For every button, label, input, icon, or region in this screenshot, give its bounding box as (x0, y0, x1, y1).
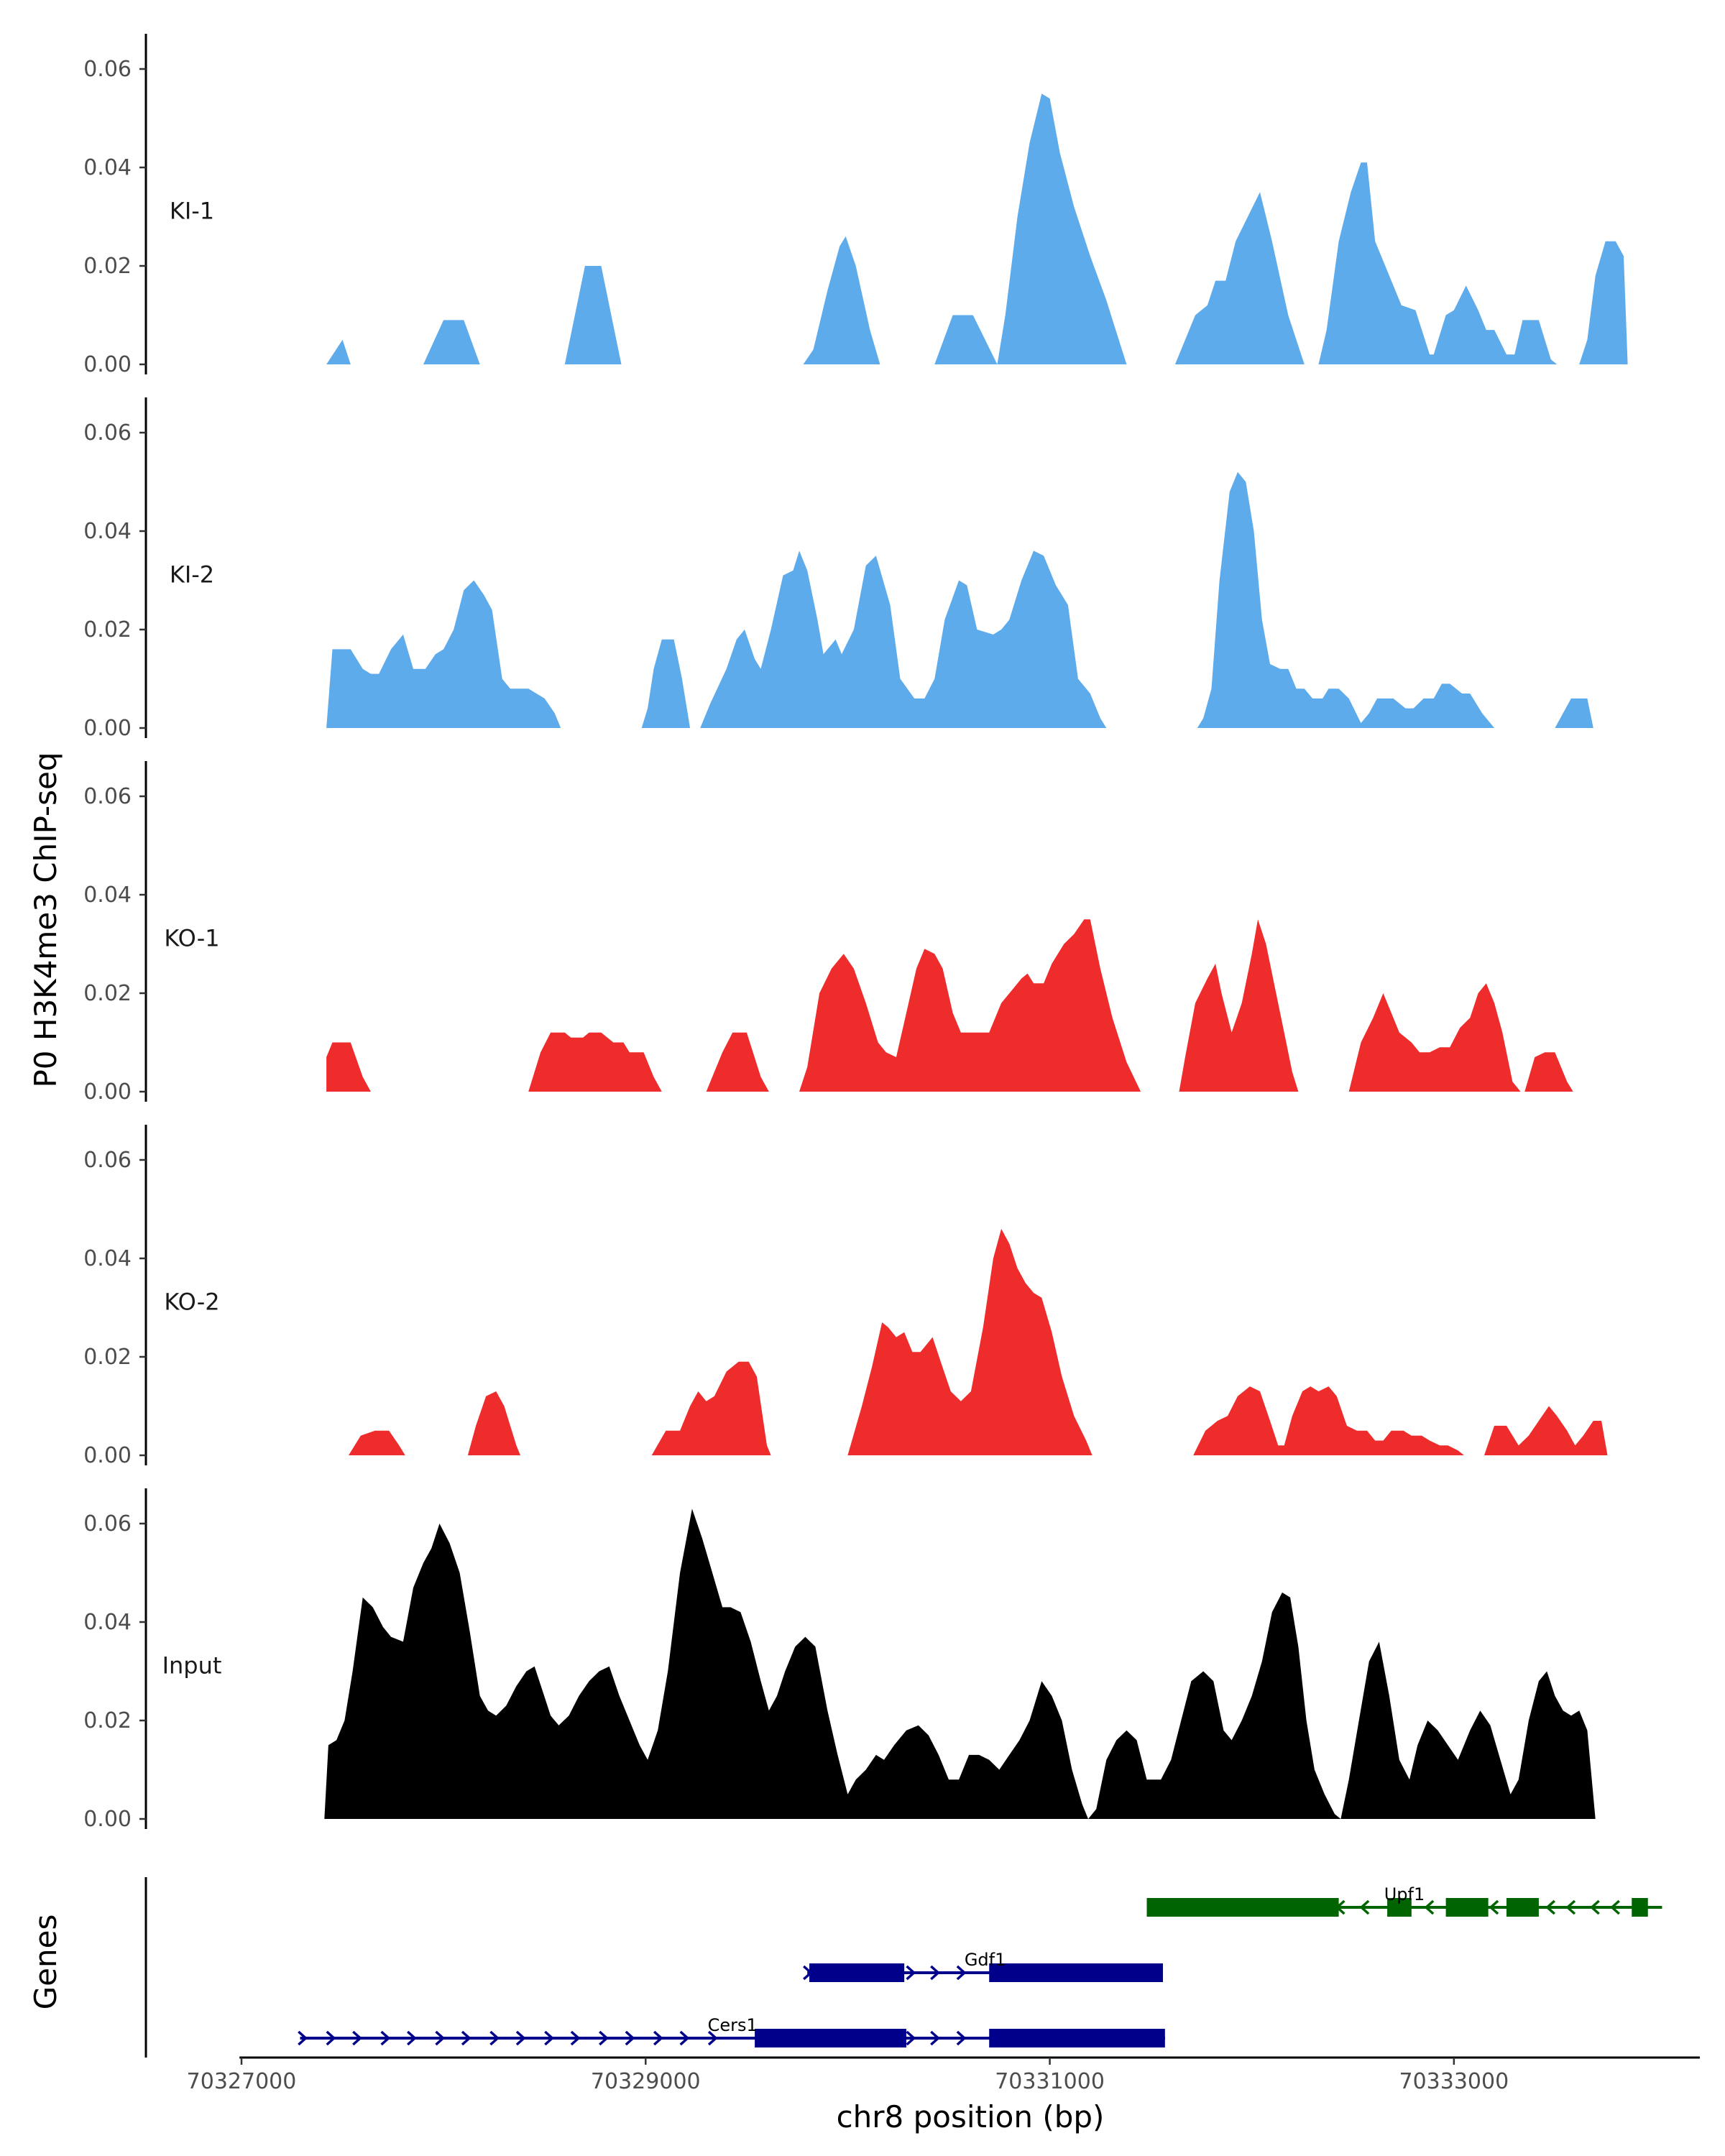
x-tick-label: 70327000 (187, 2069, 297, 2094)
y-tick-label: 0.00 (83, 1443, 132, 1468)
track-label-ki-2: KI-2 (170, 561, 214, 589)
coverage-area-ki-1 (326, 93, 1628, 365)
strand-arrow (1359, 1899, 1370, 1915)
strand-arrow (679, 2030, 690, 2046)
gene-cers1: Cers1 (298, 2015, 1165, 2047)
x-tick-label: 70329000 (591, 2069, 701, 2094)
strand-arrow (515, 2030, 526, 2046)
strand-arrow (1489, 1899, 1499, 1915)
genes-panel-title: Genes (28, 1915, 63, 2010)
track-panel-ki-1: 0.00 0.02 0.04 0.06 KI-1 (83, 34, 1628, 377)
gene-label-upf1: Upf1 (1384, 1884, 1425, 1904)
track-panel-ki-2: 0.00 0.02 0.04 0.06 KI-2 (83, 397, 1593, 741)
y-tick-label: 0.04 (83, 1610, 132, 1635)
y-tick-label: 0.06 (83, 1148, 132, 1173)
strand-arrow (1424, 1899, 1435, 1915)
y-tick-label: 0.02 (83, 1345, 132, 1370)
strand-arrow (380, 2030, 391, 2046)
x-tick-label: 70333000 (1399, 2069, 1509, 2094)
track-panel-input: 0.00 0.02 0.04 0.06 Input (83, 1488, 1596, 1832)
y-axis-title: P0 H3K4me3 ChIP-seq (28, 752, 63, 1087)
gene-label-gdf1: Gdf1 (965, 1950, 1006, 1970)
y-tick-label: 0.02 (83, 1708, 132, 1733)
track-label-ko-1: KO-1 (164, 925, 219, 952)
track-panel-ko-1: 0.00 0.02 0.04 0.06 KO-1 (83, 761, 1573, 1105)
strand-arrow (625, 2030, 635, 2046)
strand-arrow (956, 1965, 967, 1981)
strand-arrow (707, 2030, 718, 2046)
gene-exon (809, 1963, 905, 1982)
strand-arrow (298, 2030, 308, 2046)
coverage-area-ki-2 (326, 471, 1593, 728)
strand-arrow (570, 2030, 581, 2046)
y-tick-label: 0.00 (83, 352, 132, 377)
strand-arrow (956, 2030, 967, 2046)
track-label-input: Input (162, 1652, 222, 1680)
strand-arrow (930, 2030, 940, 2046)
track-label-ki-1: KI-1 (170, 198, 214, 225)
strand-arrow (352, 2030, 362, 2046)
x-axis: 70327000 70329000 70331000 70333000 (187, 2056, 1700, 2094)
strand-arrow (461, 2030, 472, 2046)
y-tick-label: 0.06 (83, 784, 132, 809)
strand-arrow (1545, 1899, 1555, 1915)
strand-arrow (599, 2030, 609, 2046)
y-tick-label: 0.06 (83, 420, 132, 446)
gene-exon (989, 2029, 1165, 2047)
y-tick-label: 0.02 (83, 981, 132, 1006)
strand-arrow (489, 2030, 500, 2046)
coverage-tracks: 0.00 0.02 0.04 0.06 KI-1 0.00 0.02 0.04 0.06 KI-2… (83, 34, 1628, 1832)
x-axis-title: chr8 position (bp) (837, 2099, 1105, 2134)
y-tick-label: 0.04 (83, 155, 132, 180)
strand-arrow (544, 2030, 554, 2046)
gene-label-cers1: Cers1 (708, 2015, 758, 2035)
strand-arrow (906, 2030, 916, 2046)
track-panel-ko-2: 0.00 0.02 0.04 0.06 KO-2 (83, 1125, 1608, 1468)
gene-exon (755, 2029, 906, 2047)
strand-arrow (406, 2030, 417, 2046)
x-tick-label: 70331000 (995, 2069, 1105, 2094)
strand-arrow (653, 2030, 663, 2046)
strand-arrow (326, 2030, 336, 2046)
y-tick-label: 0.04 (83, 883, 132, 908)
gene-exon (1445, 1898, 1489, 1917)
strand-arrow (930, 1965, 940, 1981)
strand-arrow (435, 2030, 446, 2046)
strand-arrow (1590, 1899, 1600, 1915)
gene-upf1: Upf1 (1146, 1884, 1662, 1917)
y-tick-label: 0.00 (83, 716, 132, 741)
gene-annotation-panel: Upf1 Gdf1 Cers1 (144, 1877, 1662, 2058)
y-tick-label: 0.04 (83, 519, 132, 544)
gene-exon (1387, 1898, 1412, 1917)
gene-exon (1632, 1898, 1648, 1917)
coverage-area-ko-2 (349, 1228, 1608, 1455)
track-label-ko-2: KO-2 (164, 1289, 219, 1316)
y-tick-label: 0.04 (83, 1246, 132, 1271)
strand-arrow (1565, 1899, 1576, 1915)
y-tick-label: 0.00 (83, 1079, 132, 1105)
y-tick-label: 0.06 (83, 1511, 132, 1537)
gene-exon (1146, 1898, 1339, 1917)
strand-arrow (1610, 1899, 1620, 1915)
gene-exon (1506, 1898, 1539, 1917)
strand-arrow (906, 1965, 916, 1981)
y-tick-label: 0.00 (83, 1807, 132, 1832)
gene-gdf1: Gdf1 (803, 1950, 1164, 1982)
y-tick-label: 0.02 (83, 617, 132, 642)
y-tick-label: 0.06 (83, 57, 132, 82)
coverage-area-ko-1 (326, 919, 1573, 1092)
gene-exon (989, 1963, 1164, 1982)
y-tick-label: 0.02 (83, 254, 132, 279)
coverage-area-input (324, 1508, 1596, 1819)
